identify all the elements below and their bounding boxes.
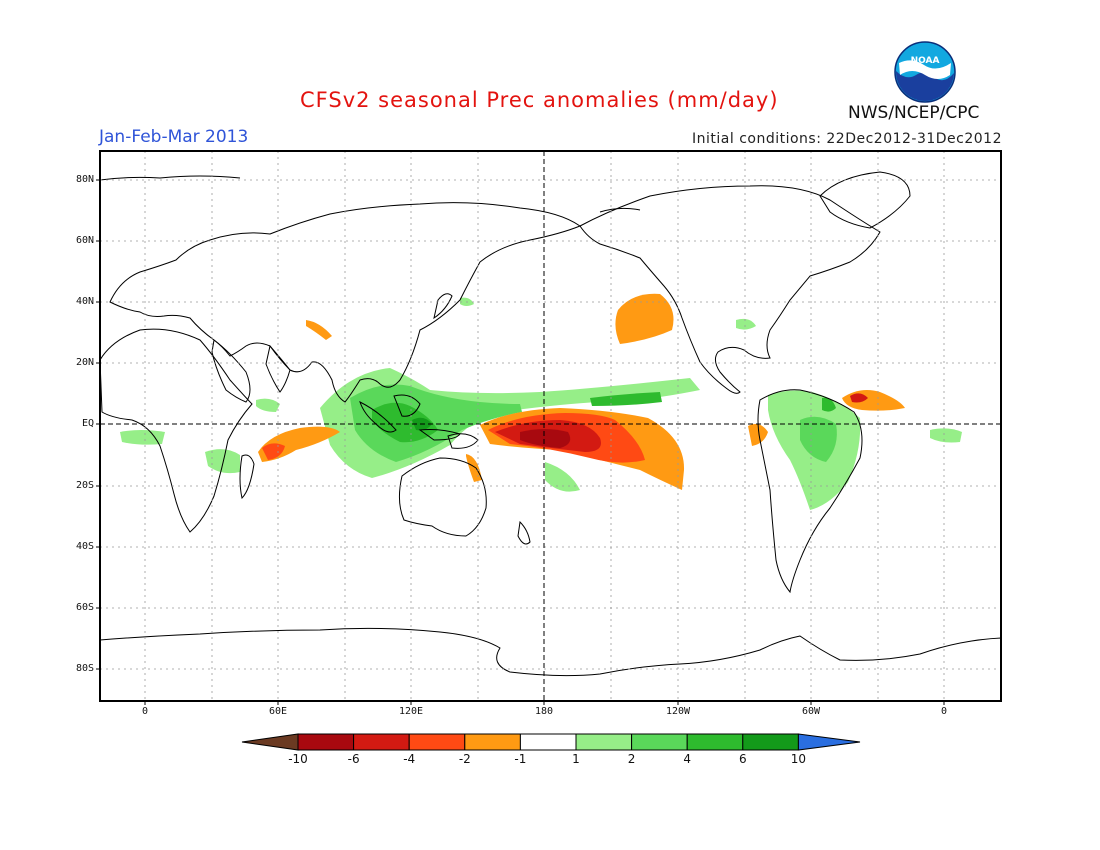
lon-label: 180: [534, 706, 554, 717]
lon-label: 0: [940, 706, 948, 717]
colorbar-label: 6: [738, 752, 747, 766]
lat-label: 80N: [75, 174, 94, 185]
lat-label: 40N: [75, 296, 94, 307]
lon-label: 120W: [665, 706, 691, 717]
colorbar-label: 4: [683, 752, 691, 766]
lat-label: 40S: [75, 541, 94, 552]
colorbar-label: -10: [288, 752, 308, 766]
lat-lon-grid: [100, 151, 1001, 701]
lon-label: 60W: [801, 706, 821, 717]
season-label: Jan-Feb-Mar 2013: [99, 127, 249, 147]
colorbar-label: 2: [627, 752, 636, 766]
axis-ticks: [96, 179, 945, 705]
logo-lettering: NOAA: [911, 56, 940, 66]
lon-label: 120E: [398, 706, 424, 717]
colorbar-label: -4: [403, 752, 416, 766]
colorbar-label: 10: [790, 752, 807, 766]
colorbar-label: -2: [458, 752, 471, 766]
lat-label: EQ: [81, 418, 94, 429]
lat-label: 20S: [75, 480, 94, 491]
lat-label: 80S: [75, 663, 94, 674]
noaa-logo: NOAA: [894, 41, 956, 103]
lon-label: 60E: [268, 706, 288, 717]
colorbar-label: 1: [572, 752, 580, 766]
lat-label: 60S: [75, 602, 94, 613]
agency-label: NWS/NCEP/CPC: [848, 103, 980, 123]
colorbar-label: -6: [347, 752, 360, 766]
reference-lines: [100, 151, 1001, 701]
map-border: [99, 150, 1002, 702]
lat-label: 20N: [75, 357, 94, 368]
initial-conditions-label: Initial conditions: 22Dec2012-31Dec2012: [692, 131, 1002, 147]
map-title: CFSv2 seasonal Prec anomalies (mm/day): [300, 88, 779, 112]
lat-label: 60N: [75, 235, 94, 246]
lon-label: 0: [141, 706, 149, 717]
colorbar-label: -1: [514, 752, 527, 766]
anomaly-shading: [120, 293, 962, 510]
